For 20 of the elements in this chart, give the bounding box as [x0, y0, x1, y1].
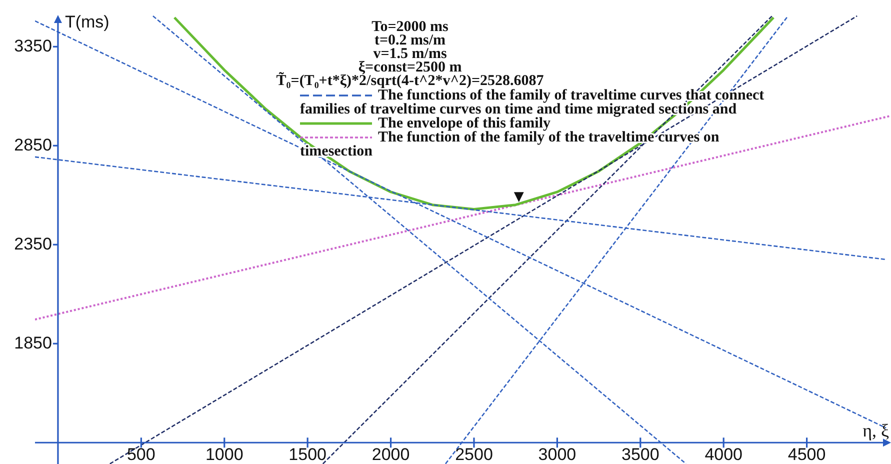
x-tick-label: 3000: [538, 444, 576, 464]
y-tick-label: 1850: [14, 333, 52, 352]
annotation: ▼: [514, 190, 524, 205]
legend-label: The envelope of this family: [378, 115, 551, 132]
x-tick-label: 4000: [704, 444, 743, 464]
x-axis-title: η, ξ: [862, 420, 889, 440]
x-tick-label: 500: [126, 444, 156, 464]
annotation: To=2000 ms: [372, 18, 449, 35]
x-tick-label: 1500: [288, 444, 326, 464]
annotation: v=1.5 m/ms: [373, 46, 447, 62]
x-tick-label: 3500: [621, 444, 660, 464]
annotation: t=0.2 ms/m: [374, 32, 446, 48]
y-tick-label: 2350: [14, 234, 52, 254]
y-axis-title: T(ms): [64, 12, 110, 32]
x-tick-label: 4500: [788, 444, 826, 464]
x-tick-label: 2500: [455, 444, 493, 464]
x-tick-label: 1000: [205, 444, 244, 464]
y-tick-label: 3350: [14, 36, 52, 56]
y-tick-label: 2850: [14, 135, 52, 154]
x-tick-label: 2000: [372, 444, 410, 464]
